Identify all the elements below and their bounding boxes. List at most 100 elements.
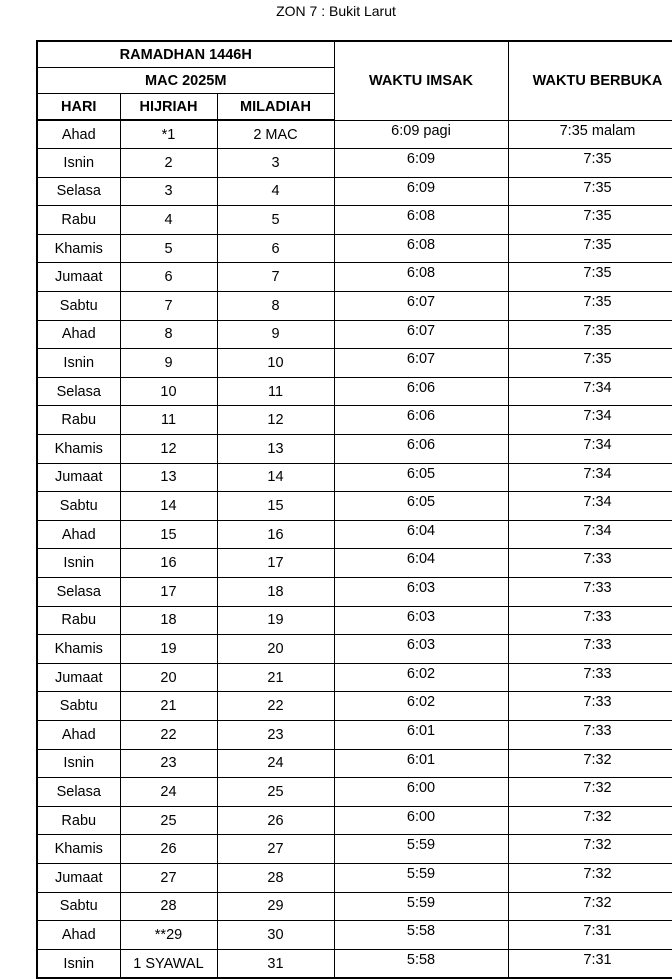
cell-hijriah: 19 (119, 634, 218, 664)
ramadhan-timetable: RAMADHAN 1446H WAKTU IMSAK WAKTU BERBUKA… (36, 40, 672, 979)
cell-berbuka: 7:35 (507, 176, 672, 207)
cell-imsak: 6:05 (333, 491, 509, 521)
cell-hijriah: 12 (119, 434, 218, 464)
cell-hijriah: 14 (119, 491, 218, 521)
cell-imsak: 5:59 (333, 862, 509, 893)
cell-hari: Ahad (36, 119, 121, 150)
table-row: Isnin 16 17 6:04 7:33 (36, 548, 672, 578)
cell-hari: Sabtu (36, 291, 121, 321)
cell-miladiah: 30 (216, 920, 335, 950)
cell-hari: Jumaat (36, 462, 121, 493)
cell-berbuka: 7:31 (507, 948, 672, 979)
cell-imsak: 6:01 (333, 719, 509, 750)
cell-hari: Sabtu (36, 491, 121, 521)
cell-berbuka: 7:35 (507, 262, 672, 293)
hijri-month-header: RAMADHAN 1446H (36, 40, 335, 68)
cell-hijriah: 26 (119, 834, 218, 864)
cell-berbuka: 7:34 (507, 405, 672, 436)
cell-hijriah: 2 (119, 148, 218, 178)
cell-hari: Khamis (36, 434, 121, 464)
table-row: Isnin 9 10 6:07 7:35 (36, 348, 672, 378)
cell-hijriah: 23 (119, 748, 218, 779)
cell-imsak: 6:06 (333, 434, 509, 464)
cell-miladiah: 7 (216, 262, 335, 293)
table-row: Ahad 8 9 6:07 7:35 (36, 319, 672, 350)
cell-hijriah: 11 (119, 405, 218, 436)
miladiah-header: MILADIAH (216, 93, 335, 121)
table-row: Selasa 24 25 6:00 7:32 (36, 777, 672, 807)
cell-imsak: 6:09 (333, 176, 509, 207)
cell-hijriah: 3 (119, 176, 218, 207)
cell-hijriah: **29 (119, 920, 218, 950)
table-row: Ahad 22 23 6:01 7:33 (36, 719, 672, 750)
table-row: Khamis 26 27 5:59 7:32 (36, 834, 672, 864)
cell-berbuka: 7:35 (507, 291, 672, 321)
cell-miladiah: 6 (216, 233, 335, 264)
table-row: Jumaat 20 21 6:02 7:33 (36, 662, 672, 693)
cell-hijriah: 24 (119, 777, 218, 807)
cell-berbuka: 7:33 (507, 577, 672, 607)
cell-hijriah: 5 (119, 233, 218, 264)
cell-berbuka: 7:34 (507, 519, 672, 550)
cell-berbuka: 7:35 (507, 348, 672, 378)
cell-berbuka: 7:33 (507, 548, 672, 578)
cell-hari: Ahad (36, 719, 121, 750)
cell-berbuka: 7:32 (507, 834, 672, 864)
cell-hari: Isnin (36, 348, 121, 378)
berbuka-header: WAKTU BERBUKA (507, 40, 672, 121)
cell-berbuka: 7:33 (507, 691, 672, 721)
cell-berbuka: 7:35 (507, 319, 672, 350)
cell-imsak: 6:04 (333, 548, 509, 578)
cell-berbuka: 7:33 (507, 662, 672, 693)
cell-hijriah: 15 (119, 519, 218, 550)
cell-imsak: 5:59 (333, 834, 509, 864)
cell-hari: Isnin (36, 748, 121, 779)
table-row: Sabtu 7 8 6:07 7:35 (36, 291, 672, 321)
cell-hari: Isnin (36, 548, 121, 578)
cell-miladiah: 16 (216, 519, 335, 550)
cell-hari: Isnin (36, 148, 121, 178)
cell-imsak: 6:09 pagi (333, 119, 509, 150)
cell-hari: Ahad (36, 319, 121, 350)
cell-hari: Ahad (36, 519, 121, 550)
cell-hari: Isnin (36, 948, 121, 979)
table-row: Isnin 23 24 6:01 7:32 (36, 748, 672, 779)
cell-hijriah: 28 (119, 891, 218, 922)
cell-miladiah: 3 (216, 148, 335, 178)
cell-miladiah: 2 MAC (216, 119, 335, 150)
cell-hijriah: 10 (119, 376, 218, 407)
cell-hari: Rabu (36, 605, 121, 636)
cell-miladiah: 9 (216, 319, 335, 350)
cell-imsak: 6:00 (333, 805, 509, 836)
cell-hari: Rabu (36, 205, 121, 235)
cell-berbuka: 7:32 (507, 777, 672, 807)
cell-miladiah: 4 (216, 176, 335, 207)
cell-miladiah: 10 (216, 348, 335, 378)
cell-hari: Selasa (36, 577, 121, 607)
cell-hijriah: 27 (119, 862, 218, 893)
cell-berbuka: 7:35 (507, 148, 672, 178)
cell-hari: Selasa (36, 176, 121, 207)
cell-imsak: 6:08 (333, 262, 509, 293)
cell-imsak: 6:08 (333, 233, 509, 264)
cell-hijriah: 20 (119, 662, 218, 693)
table-row: Isnin 2 3 6:09 7:35 (36, 148, 672, 178)
cell-imsak: 6:02 (333, 662, 509, 693)
cell-hari: Jumaat (36, 662, 121, 693)
cell-imsak: 5:58 (333, 948, 509, 979)
cell-berbuka: 7:33 (507, 719, 672, 750)
cell-imsak: 6:02 (333, 691, 509, 721)
cell-berbuka: 7:33 (507, 634, 672, 664)
cell-miladiah: 15 (216, 491, 335, 521)
cell-hari: Khamis (36, 634, 121, 664)
cell-hari: Jumaat (36, 862, 121, 893)
table-row: Sabtu 14 15 6:05 7:34 (36, 491, 672, 521)
cell-berbuka: 7:32 (507, 862, 672, 893)
table-row: Selasa 3 4 6:09 7:35 (36, 176, 672, 207)
cell-miladiah: 22 (216, 691, 335, 721)
cell-berbuka: 7:34 (507, 376, 672, 407)
cell-imsak: 6:00 (333, 777, 509, 807)
table-row: Rabu 4 5 6:08 7:35 (36, 205, 672, 235)
cell-imsak: 6:08 (333, 205, 509, 235)
cell-imsak: 6:07 (333, 291, 509, 321)
